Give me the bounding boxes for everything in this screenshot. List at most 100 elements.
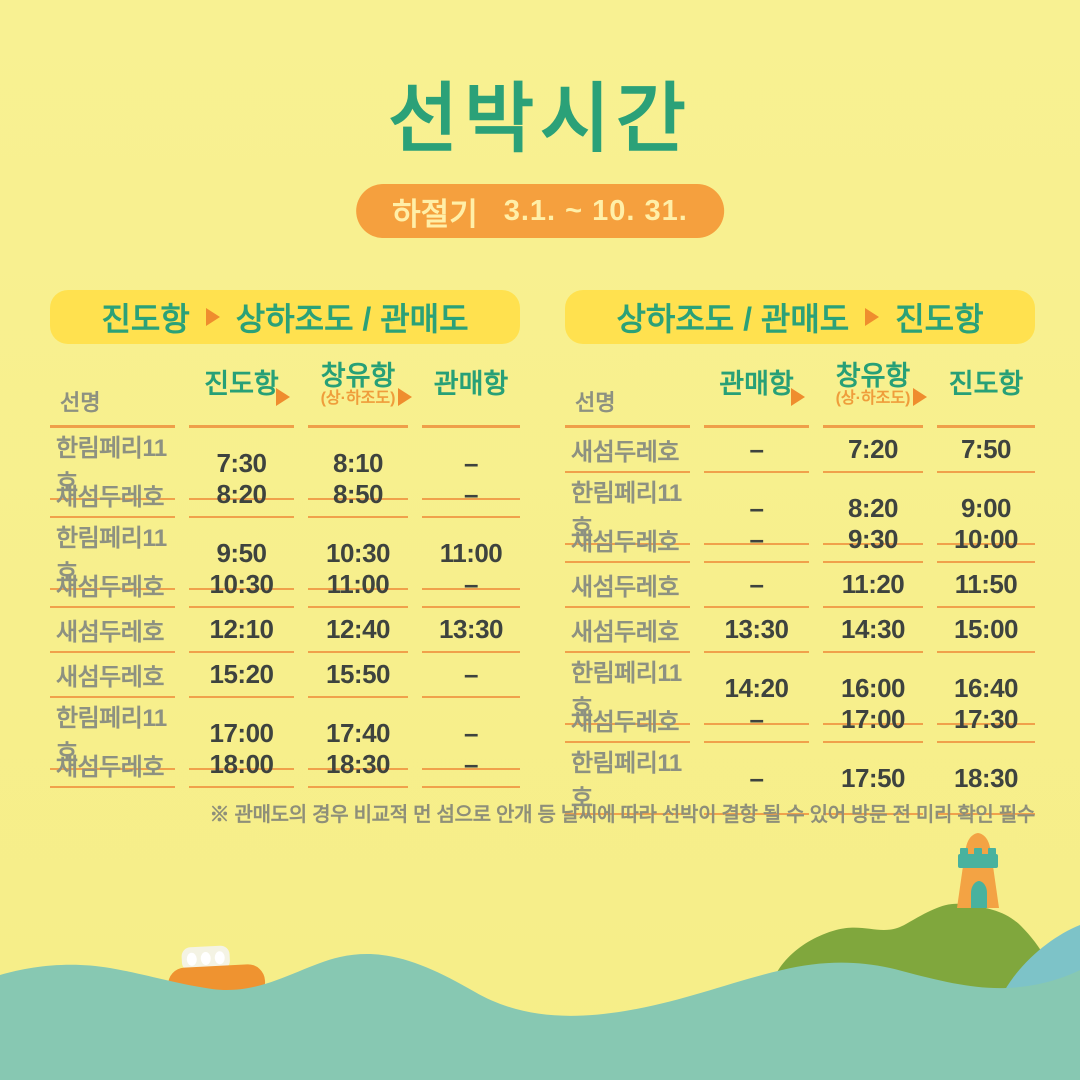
stop-sub-label: (상·하조도) [320,389,396,407]
departure-time: 18:30 [937,743,1035,815]
arrow-icon [913,388,927,406]
departure-time: – [422,653,520,698]
column-header-stop: 창유항 (상·하조도) [823,344,923,428]
route-banner: 상하조도 / 관매도 진도항 [565,290,1035,344]
ship-name: 새섬두레호 [50,743,175,788]
departure-time: – [704,428,809,473]
arrow-icon [398,388,412,406]
departure-time: – [422,428,520,500]
departure-time: – [704,473,809,545]
departure-time: 7:20 [823,428,923,473]
departure-time: 9:50 [189,518,294,590]
departure-time: 11:50 [937,563,1035,608]
page-title: 선박시간 [388,77,692,162]
boat-window [214,951,225,965]
timetable-row: 새섬두레호 10:30 11:00– [50,563,520,608]
departure-time: – [704,698,809,743]
season-label: 하절기 [392,196,478,232]
departure-time: 12:40 [308,608,408,653]
departure-time: 8:20 [189,473,294,518]
ship-name: 새섬두레호 [565,428,690,473]
departure-time: – [422,563,520,608]
departure-time: 8:50 [308,473,408,518]
departure-time: 10:00 [937,518,1035,563]
stop-sub-label: (상·하조도) [835,389,911,407]
departure-time: 11:20 [823,563,923,608]
timetable-row: 한림페리11호 9:50 10:30 11:00 [50,518,520,590]
departure-time: 12:10 [189,608,294,653]
sea-illustration [0,833,1080,1080]
departure-time: – [704,563,809,608]
timetable-row: 한림페리11호 –17:50 18:30 [565,743,1035,815]
column-header-stop: 창유항 (상·하조도) [308,344,408,428]
arrow-icon [205,308,220,326]
timetable-row: 한림페리11호 17:00 17:40– [50,698,520,770]
departure-time: – [422,698,520,770]
departure-time: 9:30 [823,518,923,563]
departure-time: 9:00 [937,473,1035,545]
timetable-rows: 새섬두레호 –7:20 7:50 한림페리11호 –8:20 9:00 새섬두레호 –9:30… [565,428,1035,815]
arrow-icon [276,388,290,406]
ship-name: 새섬두레호 [565,563,690,608]
ship-name: 한림페리11호 [565,473,690,545]
timetable-row: 새섬두레호 12:10 12:40 13:30 [50,608,520,653]
departure-time: 17:00 [823,698,923,743]
teal-wave [0,954,1080,1080]
route-from: 진도항 [101,301,190,337]
route-to: 진도항 [895,301,984,337]
ship-name: 새섬두레호 [50,608,175,653]
departure-time: 17:50 [823,743,923,815]
timetable-row: 새섬두레호 –7:20 7:50 [565,428,1035,473]
timetable-rows: 한림페리11호 7:30 8:10– 새섬두레호 8:20 8:50– 한림페리11호 9:5… [50,428,520,788]
ship-name: 한림페리11호 [50,518,175,590]
timetable-row: 새섬두레호 –9:30 10:00 [565,518,1035,563]
lighthouse-gallery-band [958,848,998,868]
departure-time: 13:30 [704,608,809,653]
departure-time: 14:20 [704,653,809,725]
timetable-islands-to-jindo: 상하조도 / 관매도 진도항 선명 관매항 창유항 (상·하조도) 진도항 새섬… [565,290,1035,815]
timetable-row: 한림페리11호 7:30 8:10– [50,428,520,500]
departure-time: 10:30 [308,518,408,590]
column-header-stop: 진도항 [189,344,294,428]
departure-time: 15:50 [308,653,408,698]
lighthouse-dome [965,833,991,858]
departure-time: 16:00 [823,653,923,725]
departure-time: – [704,518,809,563]
departure-time: 14:30 [823,608,923,653]
arrow-icon [865,308,880,326]
departure-time: 11:00 [308,563,408,608]
departure-time: 16:40 [937,653,1035,725]
departure-time: 15:20 [189,653,294,698]
boat-window [186,952,197,966]
ship-name: 한림페리11호 [565,653,690,725]
column-header-stop: 관매항 [422,344,520,428]
footnote: ※ 관매도의 경우 비교적 먼 섬으로 안개 등 날씨에 따라 선박이 결항 될… [209,804,1036,826]
timetable-row: 새섬두레호 8:20 8:50– [50,473,520,518]
lighthouse-illustration [957,833,999,908]
ship-name: 새섬두레호 [50,473,175,518]
ship-name: 새섬두레호 [565,518,690,563]
departure-time: 13:30 [422,608,520,653]
departure-time: – [422,473,520,518]
route-from: 상하조도 / 관매도 [616,301,850,337]
timetable-row: 새섬두레호 18:00 18:30– [50,743,520,788]
season-badge: 하절기 3.1. ~ 10. 31. [356,184,724,238]
timetable-header: 선명 관매항 창유항 (상·하조도) 진도항 [565,344,1035,428]
departure-time: 8:10 [308,428,408,500]
arrow-icon [791,388,805,406]
timetable-row: 한림페리11호 14:20 16:00 16:40 [565,653,1035,725]
ship-name: 새섬두레호 [50,563,175,608]
ship-name: 한림페리11호 [565,743,690,815]
timetable-row: 새섬두레호 15:20 15:50– [50,653,520,698]
departure-time: 15:00 [937,608,1035,653]
departure-time: 11:00 [422,518,520,590]
departure-time: 17:30 [937,698,1035,743]
timetable-row: 새섬두레호 –11:20 11:50 [565,563,1035,608]
route-banner: 진도항 상하조도 / 관매도 [50,290,520,344]
departure-time: 18:00 [189,743,294,788]
departure-time: – [704,743,809,815]
timetable-row: 새섬두레호 13:30 14:30 15:00 [565,608,1035,653]
departure-time: 7:30 [189,428,294,500]
ship-name: 새섬두레호 [565,698,690,743]
